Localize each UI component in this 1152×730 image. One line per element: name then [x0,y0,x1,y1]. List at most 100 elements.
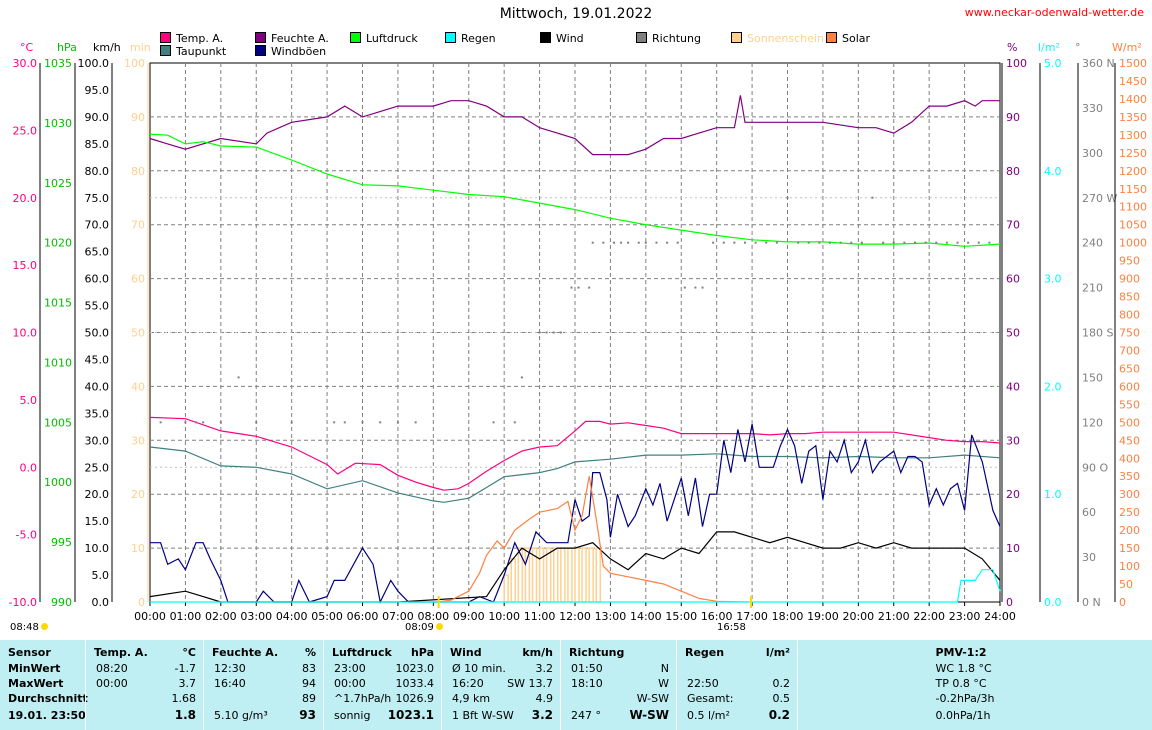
y-tick-label: 800 [1119,309,1140,322]
y-tick-label: 1.0 [1044,488,1062,501]
table-header-unit: °C [182,646,196,659]
y-tick-label: 950 [1119,255,1140,268]
direction-point [577,286,580,289]
direction-point [361,421,364,424]
x-tick-label: 08:00 [417,610,449,623]
table-cell: 0.5 l/m² [687,709,730,722]
y-tick-label: 40 [1006,380,1020,393]
legend-swatch [826,32,837,43]
legend-swatch [350,32,361,43]
legend-item: Sonnenschein [731,32,824,45]
table-value: W-SW [636,692,669,705]
table-value: 1023.0 [395,662,435,675]
direction-point [839,241,842,244]
y-tick-label: 0.0 [20,461,38,474]
table-column: Temp. A. °C 08:20 -1.7 00:00 3.7 1.68 1.8 [85,640,204,730]
direction-point [903,241,906,244]
y-tick-label: 0.0 [92,596,110,609]
legend-swatch [160,32,171,43]
legend-swatch [445,32,456,43]
legend-label: Windböen [271,45,327,58]
chart-title: Mittwoch, 19.01.2022 [499,6,653,22]
legend-swatch [636,32,647,43]
direction-point [159,421,162,424]
direction-point [935,241,938,244]
direction-point [712,241,715,244]
table-value: 4.9 [535,692,554,705]
y-tick-label: 30 [1082,551,1096,564]
direction-point [559,331,562,334]
axis-unit-label: ° [1075,41,1081,54]
y-tick-label: 200 [1119,524,1140,537]
table-column: Wind km/h Ø 10 min. 3.2 16:20 SW 13.7 4,9 km 4.… [441,640,561,730]
y-tick-label: 210 [1082,282,1103,295]
table-value: 1023.1 [387,708,434,722]
direction-point [744,241,746,244]
table-header: Feuchte A. [212,646,279,659]
y-tick-label: 0 [1006,596,1013,609]
table-cell: 16:20 [452,677,484,690]
y-tick-label: 360 N [1082,57,1115,70]
direction-point [644,241,647,244]
table-column: PMV-1:2 WC 1.8 °C TP 0.8 °C -0.2hPa/3h 0.0hP… [797,640,1152,730]
direction-point [237,376,240,379]
y-tick-label: 80 [131,165,145,178]
legend-item: Taupunkt [160,45,226,58]
x-tick-label: 19:00 [807,610,839,623]
y-tick-label: 20 [131,488,145,501]
table-cell: 23:00 [334,662,366,675]
y-tick-label: 600 [1119,380,1140,393]
axis-unit-label: l/m² [1038,41,1060,54]
y-tick-label: 1300 [1119,129,1147,142]
table-value: 3.2 [535,662,554,675]
direction-point [290,421,293,424]
y-tick-label: 550 [1119,398,1140,411]
y-tick-label: 90.0 [85,111,110,124]
series-line [150,423,1001,604]
table-value: 0.2 [768,708,790,722]
table-cell: 247 ° [571,709,601,722]
direction-point [914,241,916,244]
y-tick-label: 20 [1006,488,1020,501]
table-header: Wind [450,646,482,659]
y-tick-label: 30 [131,434,145,447]
y-tick-label: 1020 [44,237,72,250]
y-tick-label: 850 [1119,291,1140,304]
y-tick-label: 1350 [1119,111,1147,124]
y-tick-label: 10.0 [85,542,110,555]
y-tick-label: 0.0 [1044,596,1062,609]
direction-point [977,241,980,244]
table-cell: 0.0hPa/1h [935,709,991,722]
table-cell: TP 0.8 °C [935,677,987,690]
table-cell: 08:20 [96,662,128,675]
legend-swatch [255,32,266,43]
series-line [149,446,1001,503]
y-tick-label: 1000 [1119,237,1147,250]
legend-item: Feuchte A. [255,32,329,45]
direction-point [892,241,895,244]
y-tick-label: 25.0 [13,124,38,137]
y-tick-label: 1010 [44,356,72,369]
direction-point [988,241,991,244]
direction-point [184,421,187,424]
site-link[interactable]: www.neckar-odenwald-wetter.de [964,6,1144,19]
direction-point [588,286,591,289]
table-header: Sensor [8,646,51,659]
direction-point [655,241,658,244]
table-value: W-SW [629,708,669,722]
y-tick-label: 300 [1119,488,1140,501]
series-line [150,569,1001,603]
direction-point [967,241,970,244]
table-cell: 1 Bft W-SW [452,709,514,722]
direction-point [552,331,555,334]
x-tick-label: 01:00 [170,610,202,623]
legend-label: Solar [842,32,871,45]
y-tick-label: 10 [1006,542,1020,555]
y-tick-label: 1250 [1119,147,1147,160]
y-tick-label: 100 [1006,57,1027,70]
table-cell: 12:30 [214,662,246,675]
direction-point [379,421,382,424]
direction-point [538,331,541,334]
table-row-label: 19.01. 23:50 [8,709,86,722]
table-header-unit: % [304,646,316,659]
